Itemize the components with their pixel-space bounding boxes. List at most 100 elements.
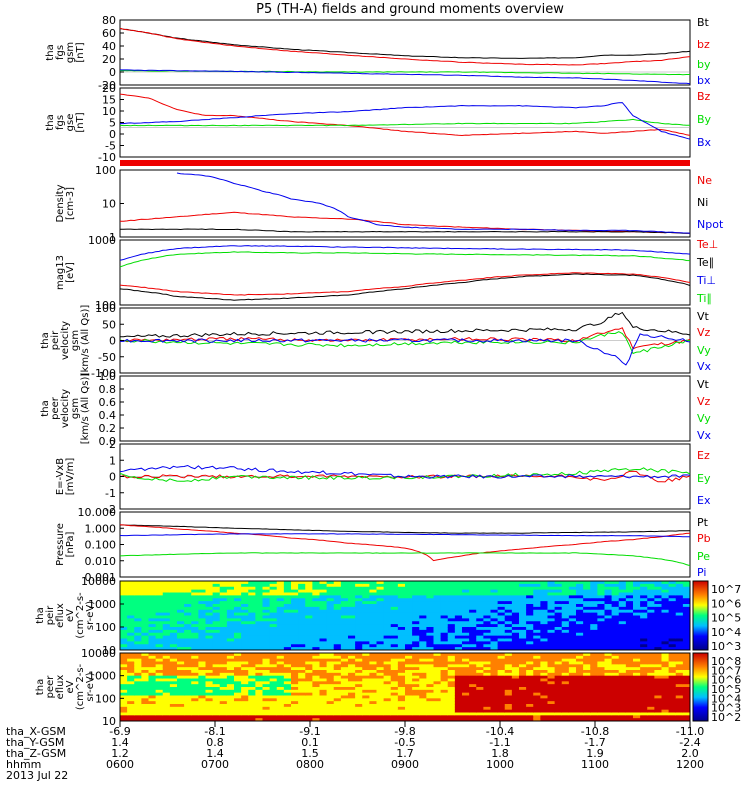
spectrogram-cell — [583, 715, 591, 719]
spectrogram-cell — [383, 581, 392, 585]
spectrogram-cell — [618, 655, 627, 660]
spectrogram-cell — [241, 644, 249, 648]
spectrogram-cell — [469, 629, 477, 634]
spectrogram-cell — [120, 586, 128, 591]
spectrogram-cell — [576, 627, 584, 631]
spectrogram-cell — [668, 709, 677, 713]
spectrogram-cell — [333, 678, 342, 682]
spectrogram-cell — [255, 601, 263, 605]
spectrogram-cell — [618, 641, 627, 645]
spectrogram-cell — [191, 672, 199, 677]
spectrogram-cell — [647, 612, 655, 616]
panel-pressure: 10.0001.0000.1000.0100.001Pressure[nPa]P… — [55, 506, 711, 584]
spectrogram-cell — [568, 598, 577, 602]
spectrogram-cell — [255, 712, 263, 716]
spectrogram-cell — [633, 615, 641, 619]
spectrogram-cell — [283, 629, 292, 634]
spectrogram-cell — [511, 667, 520, 671]
spectrogram-cell — [633, 647, 641, 651]
spectrogram-cell — [298, 667, 306, 671]
y-tick-label: 1000 — [88, 670, 116, 683]
y-tick-label: -1 — [105, 487, 116, 500]
spectrogram-cell — [668, 670, 677, 674]
spectrogram-cell — [291, 661, 299, 665]
spectrogram-cell — [426, 689, 434, 694]
spectrogram-cell — [533, 606, 541, 611]
spectrogram-cell — [348, 589, 356, 593]
spectrogram-cell — [212, 581, 221, 585]
spectrogram-cell — [141, 629, 149, 634]
spectrogram-cell — [454, 670, 463, 674]
spectrogram-cell — [127, 684, 135, 688]
spectrogram-cell — [526, 704, 534, 708]
spectrogram-cell — [127, 595, 135, 599]
spectrogram-cell — [625, 701, 634, 705]
spectrogram-cell — [597, 661, 605, 665]
spectrogram-cell — [141, 670, 149, 674]
spectrogram-cell — [355, 638, 363, 642]
spectrogram-cell — [177, 627, 185, 631]
spectrogram-cell — [390, 635, 399, 639]
spectrogram-cell — [348, 718, 356, 722]
spectrogram-cell — [668, 632, 677, 637]
spectrogram-cell — [426, 598, 434, 602]
spectrogram-cell — [561, 687, 570, 691]
spectrogram-cell — [419, 621, 427, 625]
spectrogram-cell — [554, 670, 563, 674]
spectrogram-cell — [283, 655, 292, 660]
spectrogram-cell — [376, 706, 385, 711]
spectrogram-cell — [333, 709, 342, 713]
spectrogram-cell — [383, 709, 392, 713]
spectrogram-cell — [234, 704, 242, 708]
spectrogram-cell — [390, 664, 399, 668]
spectrogram-cell — [312, 629, 320, 634]
spectrogram-cell — [511, 592, 520, 596]
y-tick-label: 100 — [95, 299, 116, 312]
spectrogram-cell — [134, 712, 142, 716]
spectrogram-cell — [625, 712, 634, 716]
spectrogram-cell — [177, 621, 185, 625]
spectrogram-cell — [162, 641, 171, 645]
spectrogram-cell — [397, 612, 406, 616]
spectrogram-cell — [298, 709, 306, 713]
spectrogram-cell — [390, 612, 399, 616]
spectrogram-cell — [326, 678, 335, 682]
spectrogram-cell — [177, 589, 185, 593]
spectrogram-cell — [219, 638, 228, 642]
spectrogram-cell — [533, 598, 541, 602]
spectrogram-cell — [355, 621, 363, 625]
spectrogram-cell — [283, 609, 292, 614]
spectrogram-cell — [155, 698, 164, 702]
legend-entry-Pe: Pe — [697, 550, 710, 563]
spectrogram-cell — [198, 586, 206, 591]
spectrogram-cell — [162, 695, 171, 699]
spectrogram-cell — [540, 704, 548, 708]
spectrogram-cell — [362, 698, 370, 702]
spectrogram-cell — [127, 592, 135, 596]
spectrogram-cell — [469, 627, 477, 631]
spectrogram-cell — [127, 664, 135, 668]
y-axis-label: thapeirefluxeV(cm^2-s-sr-eV) — [35, 592, 96, 639]
spectrogram-cell — [241, 618, 249, 622]
spectrogram-cell — [212, 698, 221, 702]
spectrogram-cell — [312, 615, 320, 619]
spectrogram-cell — [155, 635, 164, 639]
spectrogram-cell — [583, 675, 591, 679]
spectrogram-cell — [276, 632, 285, 637]
spectrogram-cell — [184, 609, 192, 614]
spectrogram-cell — [319, 635, 328, 639]
spectrogram-cell — [583, 704, 591, 708]
spectrogram-cell — [483, 581, 491, 585]
spectrogram-cell — [483, 601, 491, 605]
spectrogram-cell — [305, 664, 313, 668]
spectrogram-cell — [148, 661, 157, 665]
spectrogram-cell — [127, 621, 135, 625]
spectrogram-cell — [198, 701, 206, 705]
spectrogram-cell — [504, 661, 513, 665]
spectrogram-cell — [483, 695, 491, 699]
spectrogram-cell — [469, 687, 477, 691]
spectrogram-cell — [291, 632, 299, 637]
spectrogram-cell — [169, 667, 178, 671]
spectrogram-cell — [476, 672, 484, 677]
y-tick-label: 10 — [102, 644, 116, 657]
